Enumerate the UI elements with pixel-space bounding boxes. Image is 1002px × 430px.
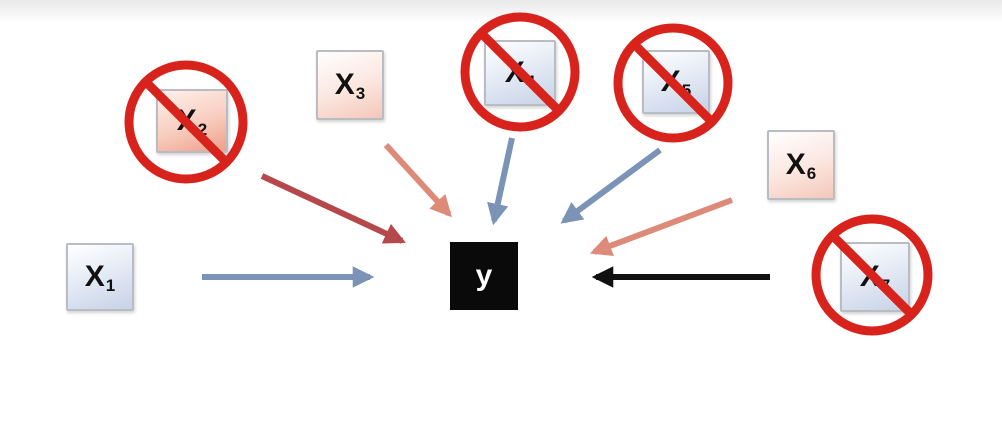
node-x1-letter: X <box>84 260 105 293</box>
node-x1-subscript: 1 <box>105 276 116 295</box>
arrow-x5-to-y <box>560 147 662 224</box>
arrow-x4-to-y <box>487 137 515 226</box>
arrow-x3-to-y <box>383 142 452 218</box>
prohibition-sign-x7 <box>811 214 933 336</box>
prohibition-sign-x4 <box>460 12 580 132</box>
target-node-label: y <box>475 259 493 292</box>
node-x3-subscript: 3 <box>355 84 366 103</box>
node-x2-subscript: 2 <box>197 120 208 139</box>
prohibition-sign-x2 <box>124 60 248 184</box>
top-fade-bar <box>0 0 1002 22</box>
node-x6-letter: X <box>785 148 806 181</box>
node-x3-letter: X <box>334 68 355 101</box>
arrow-x6-to-y <box>589 197 734 257</box>
prohibition-sign-x5 <box>613 23 733 143</box>
target-node-y: y <box>450 242 518 310</box>
node-x6-subscript: 6 <box>806 164 817 183</box>
arrow-x2-to-y <box>260 173 406 244</box>
